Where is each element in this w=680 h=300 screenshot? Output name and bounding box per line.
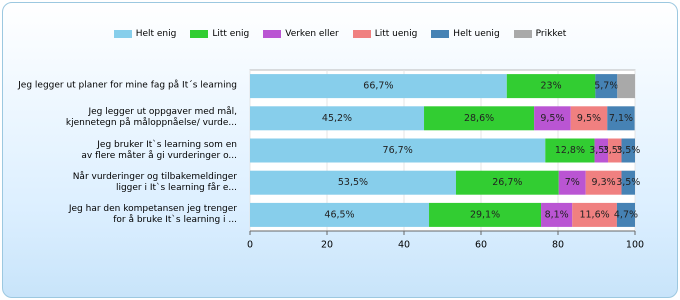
y-tick-label: Jeg legger ut oppgaver med mål, kjennete… — [65, 107, 237, 129]
legend-swatch — [190, 30, 209, 38]
bar-segment — [616, 202, 635, 227]
bar-segment — [572, 202, 617, 227]
bar-segment — [455, 170, 559, 195]
value-label: 12,8% — [555, 145, 585, 156]
legend-item: Litt enig — [190, 29, 249, 39]
y-tick-label: Jeg bruker It`s learning som en av flere… — [81, 139, 237, 161]
bar-segment — [585, 170, 622, 195]
value-label: 7,1% — [609, 113, 633, 124]
value-label: 53,5% — [338, 177, 368, 188]
value-label: 46,5% — [324, 209, 354, 220]
value-label: 8,1% — [545, 209, 569, 220]
bar-segment — [541, 202, 573, 227]
bar-segment — [617, 74, 635, 99]
bar-segment — [558, 170, 586, 195]
bar-segment — [250, 202, 430, 227]
bar-segment — [424, 106, 535, 131]
legend-label: Helt enig — [135, 29, 177, 39]
legend-label: Litt enig — [212, 29, 250, 39]
value-label: 3,5% — [589, 145, 613, 156]
legend-label: Verken eller — [285, 29, 339, 39]
legend-swatch — [263, 30, 282, 38]
bar-segment — [608, 138, 622, 163]
legend-swatch — [113, 30, 132, 38]
bar-segment — [250, 138, 546, 163]
y-tick-label: Jeg legger ut planer for mine fag på It´… — [18, 80, 237, 91]
value-label: 23% — [541, 81, 562, 92]
legend: Helt enig Litt enig Verken eller Litt uenig… — [3, 29, 677, 39]
bar-segment — [534, 106, 571, 131]
legend-label: Helt uenig — [453, 29, 500, 39]
bar-segment — [594, 138, 609, 163]
bar-segment — [545, 138, 595, 163]
x-tick-label: 80 — [552, 240, 564, 251]
bar-segment — [250, 106, 425, 131]
value-label: 76,7% — [383, 145, 413, 156]
bar-segment — [607, 106, 635, 131]
legend-item: Helt enig — [113, 29, 177, 39]
value-label: 9,5% — [540, 113, 564, 124]
value-label: 45,2% — [322, 113, 352, 124]
value-label: 28,6% — [464, 113, 494, 124]
x-tick-label: 60 — [475, 240, 487, 251]
bar-segment — [506, 74, 596, 99]
chart: 0 20 40 60 80 100 66,7% 23% 5,7% 45,2% 28,6% 9,5% 9,… — [247, 69, 644, 251]
bar-segment — [429, 202, 542, 227]
value-label: 11,6% — [579, 209, 609, 220]
value-label: 3,5% — [616, 177, 640, 188]
legend-swatch — [352, 30, 371, 38]
x-tick-label: 100 — [626, 240, 644, 251]
bar-segment — [250, 170, 456, 195]
legend-label: Litt uenig — [374, 29, 418, 39]
y-tick-label: Jeg har den kompetansen jeg trenger for … — [68, 203, 237, 225]
legend-item: Prikket — [513, 29, 567, 39]
value-label: 66,7% — [363, 81, 393, 92]
legend-item: Litt uenig — [352, 29, 418, 39]
value-label: 5,7% — [594, 81, 618, 92]
value-label: 4,7% — [614, 209, 638, 220]
bar-segment — [250, 74, 507, 99]
legend-swatch — [431, 30, 450, 38]
x-tick-label: 40 — [398, 240, 410, 251]
x-tick-label: 20 — [321, 240, 333, 251]
value-label: 26,7% — [492, 177, 522, 188]
value-label: 7% — [565, 177, 580, 188]
bar-segment — [621, 170, 635, 195]
value-label: 29,1% — [470, 209, 500, 220]
value-label: 3,5% — [603, 145, 627, 156]
legend-swatch — [513, 30, 532, 38]
legend-item: Verken eller — [263, 29, 339, 39]
y-tick-label: Når vurderinger og tilbakemeldinger ligg… — [72, 171, 237, 193]
legend-item: Helt uenig — [431, 29, 500, 39]
value-label: 9,3% — [592, 177, 616, 188]
x-tick-label: 0 — [247, 240, 253, 251]
bar-segment — [621, 138, 635, 163]
value-label: 3,5% — [616, 145, 640, 156]
bar-segment — [570, 106, 608, 131]
value-label: 9,5% — [577, 113, 601, 124]
legend-label: Prikket — [535, 29, 567, 39]
bar-segment — [595, 74, 618, 99]
